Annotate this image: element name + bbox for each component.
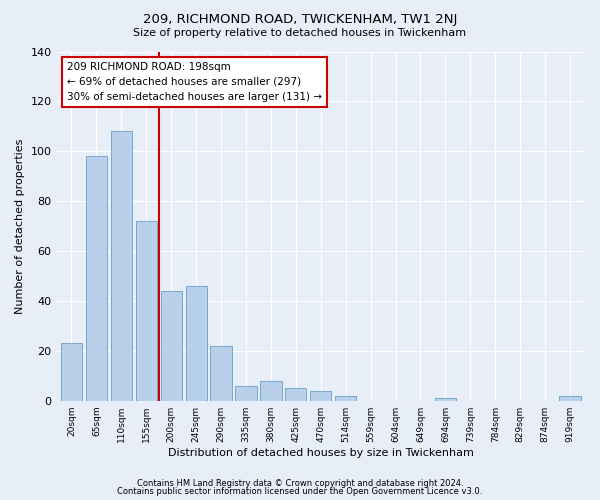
- Bar: [161, 291, 182, 401]
- Bar: [185, 286, 207, 401]
- Bar: [260, 381, 281, 400]
- Text: Contains HM Land Registry data © Crown copyright and database right 2024.: Contains HM Land Registry data © Crown c…: [137, 478, 463, 488]
- Bar: [335, 396, 356, 400]
- Text: 209, RICHMOND ROAD, TWICKENHAM, TW1 2NJ: 209, RICHMOND ROAD, TWICKENHAM, TW1 2NJ: [143, 12, 457, 26]
- X-axis label: Distribution of detached houses by size in Twickenham: Distribution of detached houses by size …: [168, 448, 474, 458]
- Text: Size of property relative to detached houses in Twickenham: Size of property relative to detached ho…: [133, 28, 467, 38]
- Bar: [235, 386, 257, 400]
- Y-axis label: Number of detached properties: Number of detached properties: [15, 138, 25, 314]
- Text: Contains public sector information licensed under the Open Government Licence v3: Contains public sector information licen…: [118, 487, 482, 496]
- Bar: [111, 132, 132, 400]
- Bar: [86, 156, 107, 400]
- Bar: [559, 396, 581, 400]
- Text: 209 RICHMOND ROAD: 198sqm
← 69% of detached houses are smaller (297)
30% of semi: 209 RICHMOND ROAD: 198sqm ← 69% of detac…: [67, 62, 322, 102]
- Bar: [435, 398, 456, 400]
- Bar: [136, 221, 157, 400]
- Bar: [310, 390, 331, 400]
- Bar: [211, 346, 232, 401]
- Bar: [285, 388, 307, 400]
- Bar: [61, 344, 82, 400]
